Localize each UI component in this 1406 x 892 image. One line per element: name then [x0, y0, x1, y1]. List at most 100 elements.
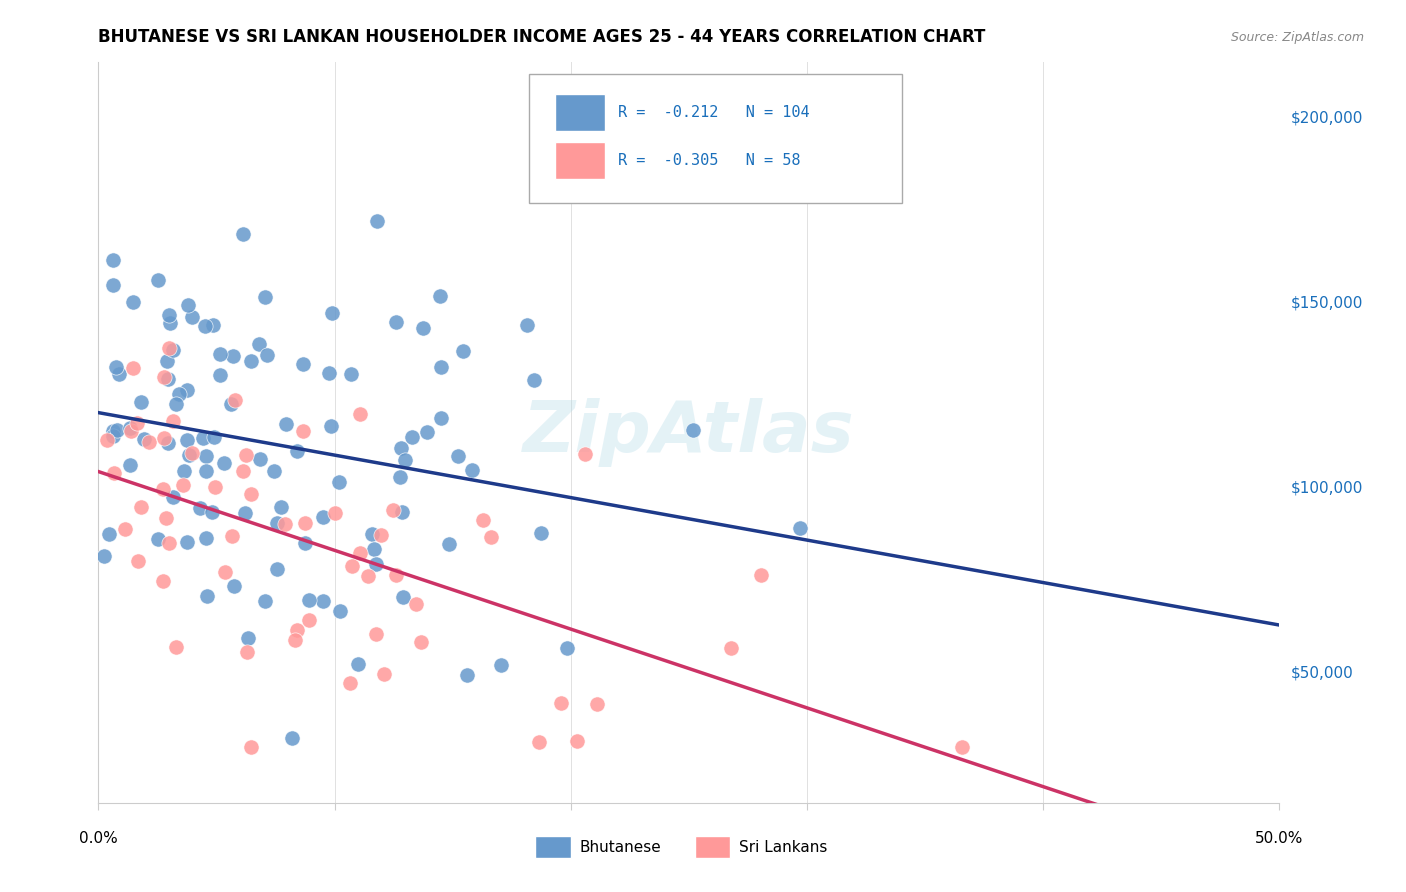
Point — [156, 436, 179, 450]
Text: R =  -0.212   N = 104: R = -0.212 N = 104 — [619, 104, 810, 120]
Point — [172, 477, 194, 491]
Point — [319, 419, 342, 434]
Point — [256, 348, 278, 362]
Point — [190, 500, 212, 515]
Text: 0.0%: 0.0% — [79, 830, 118, 846]
Point — [276, 417, 298, 432]
Point — [236, 631, 259, 645]
Point — [357, 569, 380, 583]
Text: 50.0%: 50.0% — [1256, 830, 1303, 846]
Point — [574, 447, 596, 461]
Point — [146, 532, 169, 546]
Point — [222, 579, 245, 593]
Point — [134, 432, 156, 446]
Point — [177, 448, 200, 462]
Point — [222, 349, 245, 363]
Point — [249, 451, 271, 466]
Point — [555, 641, 578, 656]
Point — [101, 252, 124, 267]
Point — [392, 591, 415, 605]
Point — [162, 414, 184, 428]
Point — [291, 357, 314, 371]
Point — [340, 367, 363, 381]
Point — [294, 516, 316, 530]
Point — [103, 466, 125, 480]
Point — [156, 353, 179, 368]
Text: R =  -0.305   N = 58: R = -0.305 N = 58 — [619, 153, 800, 169]
Point — [339, 676, 361, 690]
Point — [214, 565, 236, 579]
Point — [194, 449, 217, 463]
Point — [952, 740, 974, 755]
Point — [194, 464, 217, 478]
Point — [430, 411, 453, 425]
Point — [430, 359, 453, 374]
Point — [105, 360, 128, 375]
Point — [253, 594, 276, 608]
Point — [96, 434, 118, 448]
Point — [131, 500, 153, 514]
Point — [152, 431, 174, 445]
Point — [240, 487, 263, 501]
Point — [373, 667, 395, 681]
Point — [516, 318, 538, 333]
Point — [437, 537, 460, 551]
Point — [202, 318, 225, 332]
Point — [479, 530, 502, 544]
Bar — [536, 836, 571, 858]
Point — [472, 513, 495, 527]
Point — [412, 321, 434, 335]
Point — [120, 425, 142, 439]
Point — [682, 423, 704, 437]
Point — [129, 394, 152, 409]
Point — [405, 597, 427, 611]
Text: $100,000: $100,000 — [1291, 481, 1362, 496]
Point — [285, 443, 308, 458]
Point — [233, 506, 256, 520]
Point — [212, 456, 235, 470]
Point — [177, 298, 200, 312]
Point — [232, 464, 254, 478]
Text: Bhutanese: Bhutanese — [579, 839, 661, 855]
Point — [363, 542, 385, 557]
Point — [318, 366, 340, 380]
Point — [162, 490, 184, 504]
Point — [349, 407, 371, 421]
Text: ZipAtlas: ZipAtlas — [523, 398, 855, 467]
Point — [157, 308, 180, 322]
Text: Sri Lankans: Sri Lankans — [738, 839, 827, 855]
Point — [101, 277, 124, 292]
Point — [235, 448, 257, 462]
Point — [176, 433, 198, 447]
Text: Source: ZipAtlas.com: Source: ZipAtlas.com — [1230, 31, 1364, 45]
Point — [312, 594, 335, 608]
Point — [180, 446, 202, 460]
Point — [157, 341, 180, 355]
Point — [152, 574, 174, 589]
Point — [176, 535, 198, 549]
Point — [247, 336, 270, 351]
Point — [323, 507, 346, 521]
Point — [101, 428, 124, 442]
Point — [550, 696, 572, 710]
Point — [266, 516, 288, 530]
Point — [429, 289, 451, 303]
Point — [340, 559, 363, 574]
Point — [173, 464, 195, 478]
Point — [451, 343, 474, 358]
Point — [370, 527, 392, 541]
Point — [382, 503, 405, 517]
Point — [108, 367, 131, 381]
Point — [401, 430, 423, 444]
Point — [263, 464, 285, 478]
Point — [176, 383, 198, 397]
Point — [204, 480, 226, 494]
Point — [366, 214, 388, 228]
Point — [364, 627, 387, 641]
Point — [491, 657, 513, 672]
Point — [409, 635, 432, 649]
Bar — [555, 143, 605, 179]
Point — [789, 521, 811, 535]
Point — [224, 393, 246, 408]
Point — [347, 657, 370, 672]
